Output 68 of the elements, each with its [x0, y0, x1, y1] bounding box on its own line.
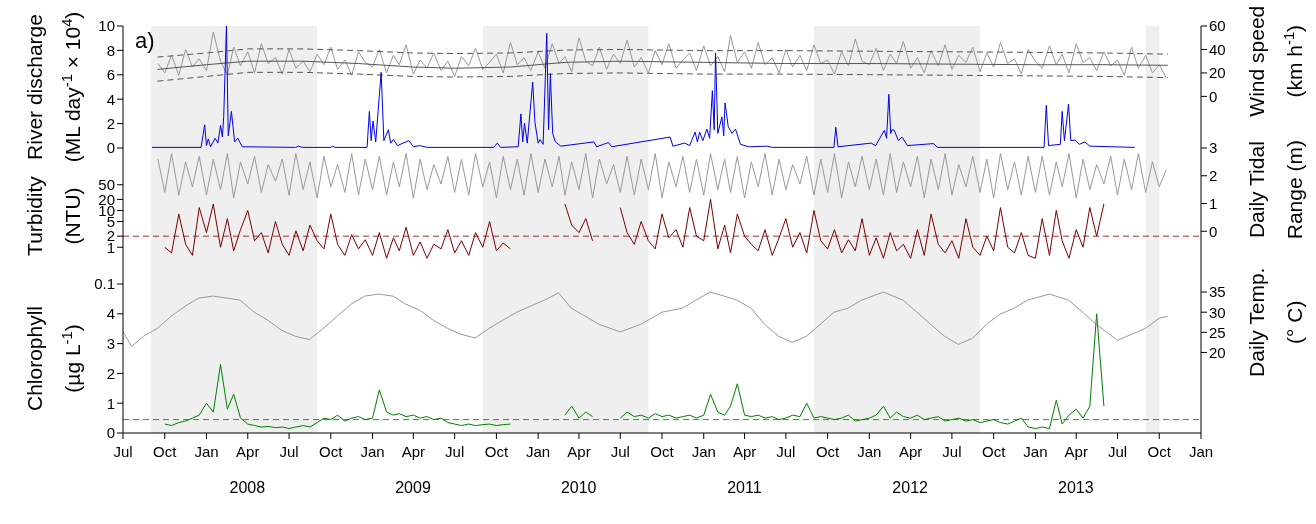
- x-tick-label: Jan: [1188, 443, 1214, 460]
- y2-tick-label: 40: [1209, 40, 1226, 58]
- text: 2010: [560, 479, 597, 496]
- text: 2013: [1058, 479, 1094, 496]
- y2-tick-label: 2: [1209, 167, 1218, 185]
- x-tick-label: Oct: [1147, 443, 1172, 460]
- x-tick-label: Jul: [776, 443, 796, 460]
- y-tick-label: 1: [106, 394, 115, 412]
- y2-tick-label: 1: [1209, 194, 1218, 212]
- x-tick-label: Jan: [194, 443, 219, 460]
- x-tick-label: Jul: [279, 443, 299, 460]
- y-tick-label: 0: [106, 424, 115, 442]
- text: 2011: [727, 479, 762, 496]
- y2-tick-label: 30: [1209, 303, 1226, 321]
- y2-axis-title: Daily Tidal Range (m): [1245, 140, 1306, 240]
- y-tick-label: 0.1: [94, 275, 115, 293]
- y-tick-label: 0: [106, 139, 115, 157]
- text: 2012: [892, 479, 929, 496]
- x-tick-label: Oct: [981, 443, 1007, 460]
- y2-tick-label: 0: [1209, 222, 1218, 240]
- y-tick-label: 6: [106, 66, 115, 84]
- text: 2008: [229, 479, 266, 496]
- line-series: [156, 48, 1169, 58]
- x-tick-label: Apr: [401, 443, 426, 460]
- y-tick-label: 4: [106, 90, 115, 108]
- x-tick-label: Apr: [1064, 443, 1088, 460]
- x-tick-label: Oct: [153, 443, 178, 460]
- y-tick-label: 3: [106, 334, 115, 352]
- x-tick-label: Apr: [732, 443, 757, 460]
- x-tick-label: Jan: [1023, 443, 1048, 460]
- y2-tick-label: 60: [1209, 17, 1226, 35]
- x-tick-label: Oct: [319, 443, 344, 460]
- line-series: [157, 31, 1167, 79]
- y-tick-label: 2: [106, 114, 115, 132]
- y2-tick-label: 3: [1209, 139, 1218, 157]
- x-tick-label: Oct: [650, 443, 675, 460]
- line-series: [157, 153, 1167, 199]
- y2-tick-label: 20: [1209, 343, 1226, 361]
- x-tick-label: Jan: [857, 443, 882, 460]
- y-tick-label: 4: [106, 305, 115, 323]
- x-tick-label: Jan: [691, 443, 716, 460]
- x-tick-label: Apr: [567, 443, 591, 460]
- line-series: [156, 71, 1169, 82]
- x-tick-label: Apr: [236, 443, 260, 460]
- line-series: [123, 291, 1169, 347]
- x-tick-label: Jan: [526, 443, 551, 460]
- x-tick-label: Jul: [445, 443, 465, 460]
- x-tick-label: Oct: [484, 443, 509, 460]
- x-tick-label: Apr: [898, 443, 923, 460]
- y2-tick-label: 25: [1209, 323, 1226, 341]
- y2-axis-title: Daily Temp. (° C): [1245, 267, 1306, 377]
- text: 2009: [395, 479, 431, 496]
- x-tick-label: Oct: [815, 443, 841, 460]
- line-series: [156, 60, 1169, 70]
- x-tick-label: Jul: [113, 443, 133, 460]
- y-tick-label: 8: [106, 41, 115, 59]
- y2-tick-label: 0: [1209, 87, 1218, 105]
- y-tick-label: 10: [98, 17, 115, 35]
- x-tick-label: Jul: [942, 443, 962, 460]
- y-axis-title: Turbidity (NTU): [23, 175, 84, 256]
- y-tick-label: 2: [106, 364, 115, 382]
- y-tick-label: 50: [98, 176, 115, 194]
- annotation: a): [135, 28, 155, 53]
- x-tick-label: Jul: [610, 443, 630, 460]
- y2-tick-label: 35: [1209, 283, 1226, 301]
- y2-tick-label: 20: [1209, 64, 1226, 82]
- x-tick-label: Jan: [360, 443, 385, 460]
- x-tick-label: Jul: [1107, 443, 1128, 460]
